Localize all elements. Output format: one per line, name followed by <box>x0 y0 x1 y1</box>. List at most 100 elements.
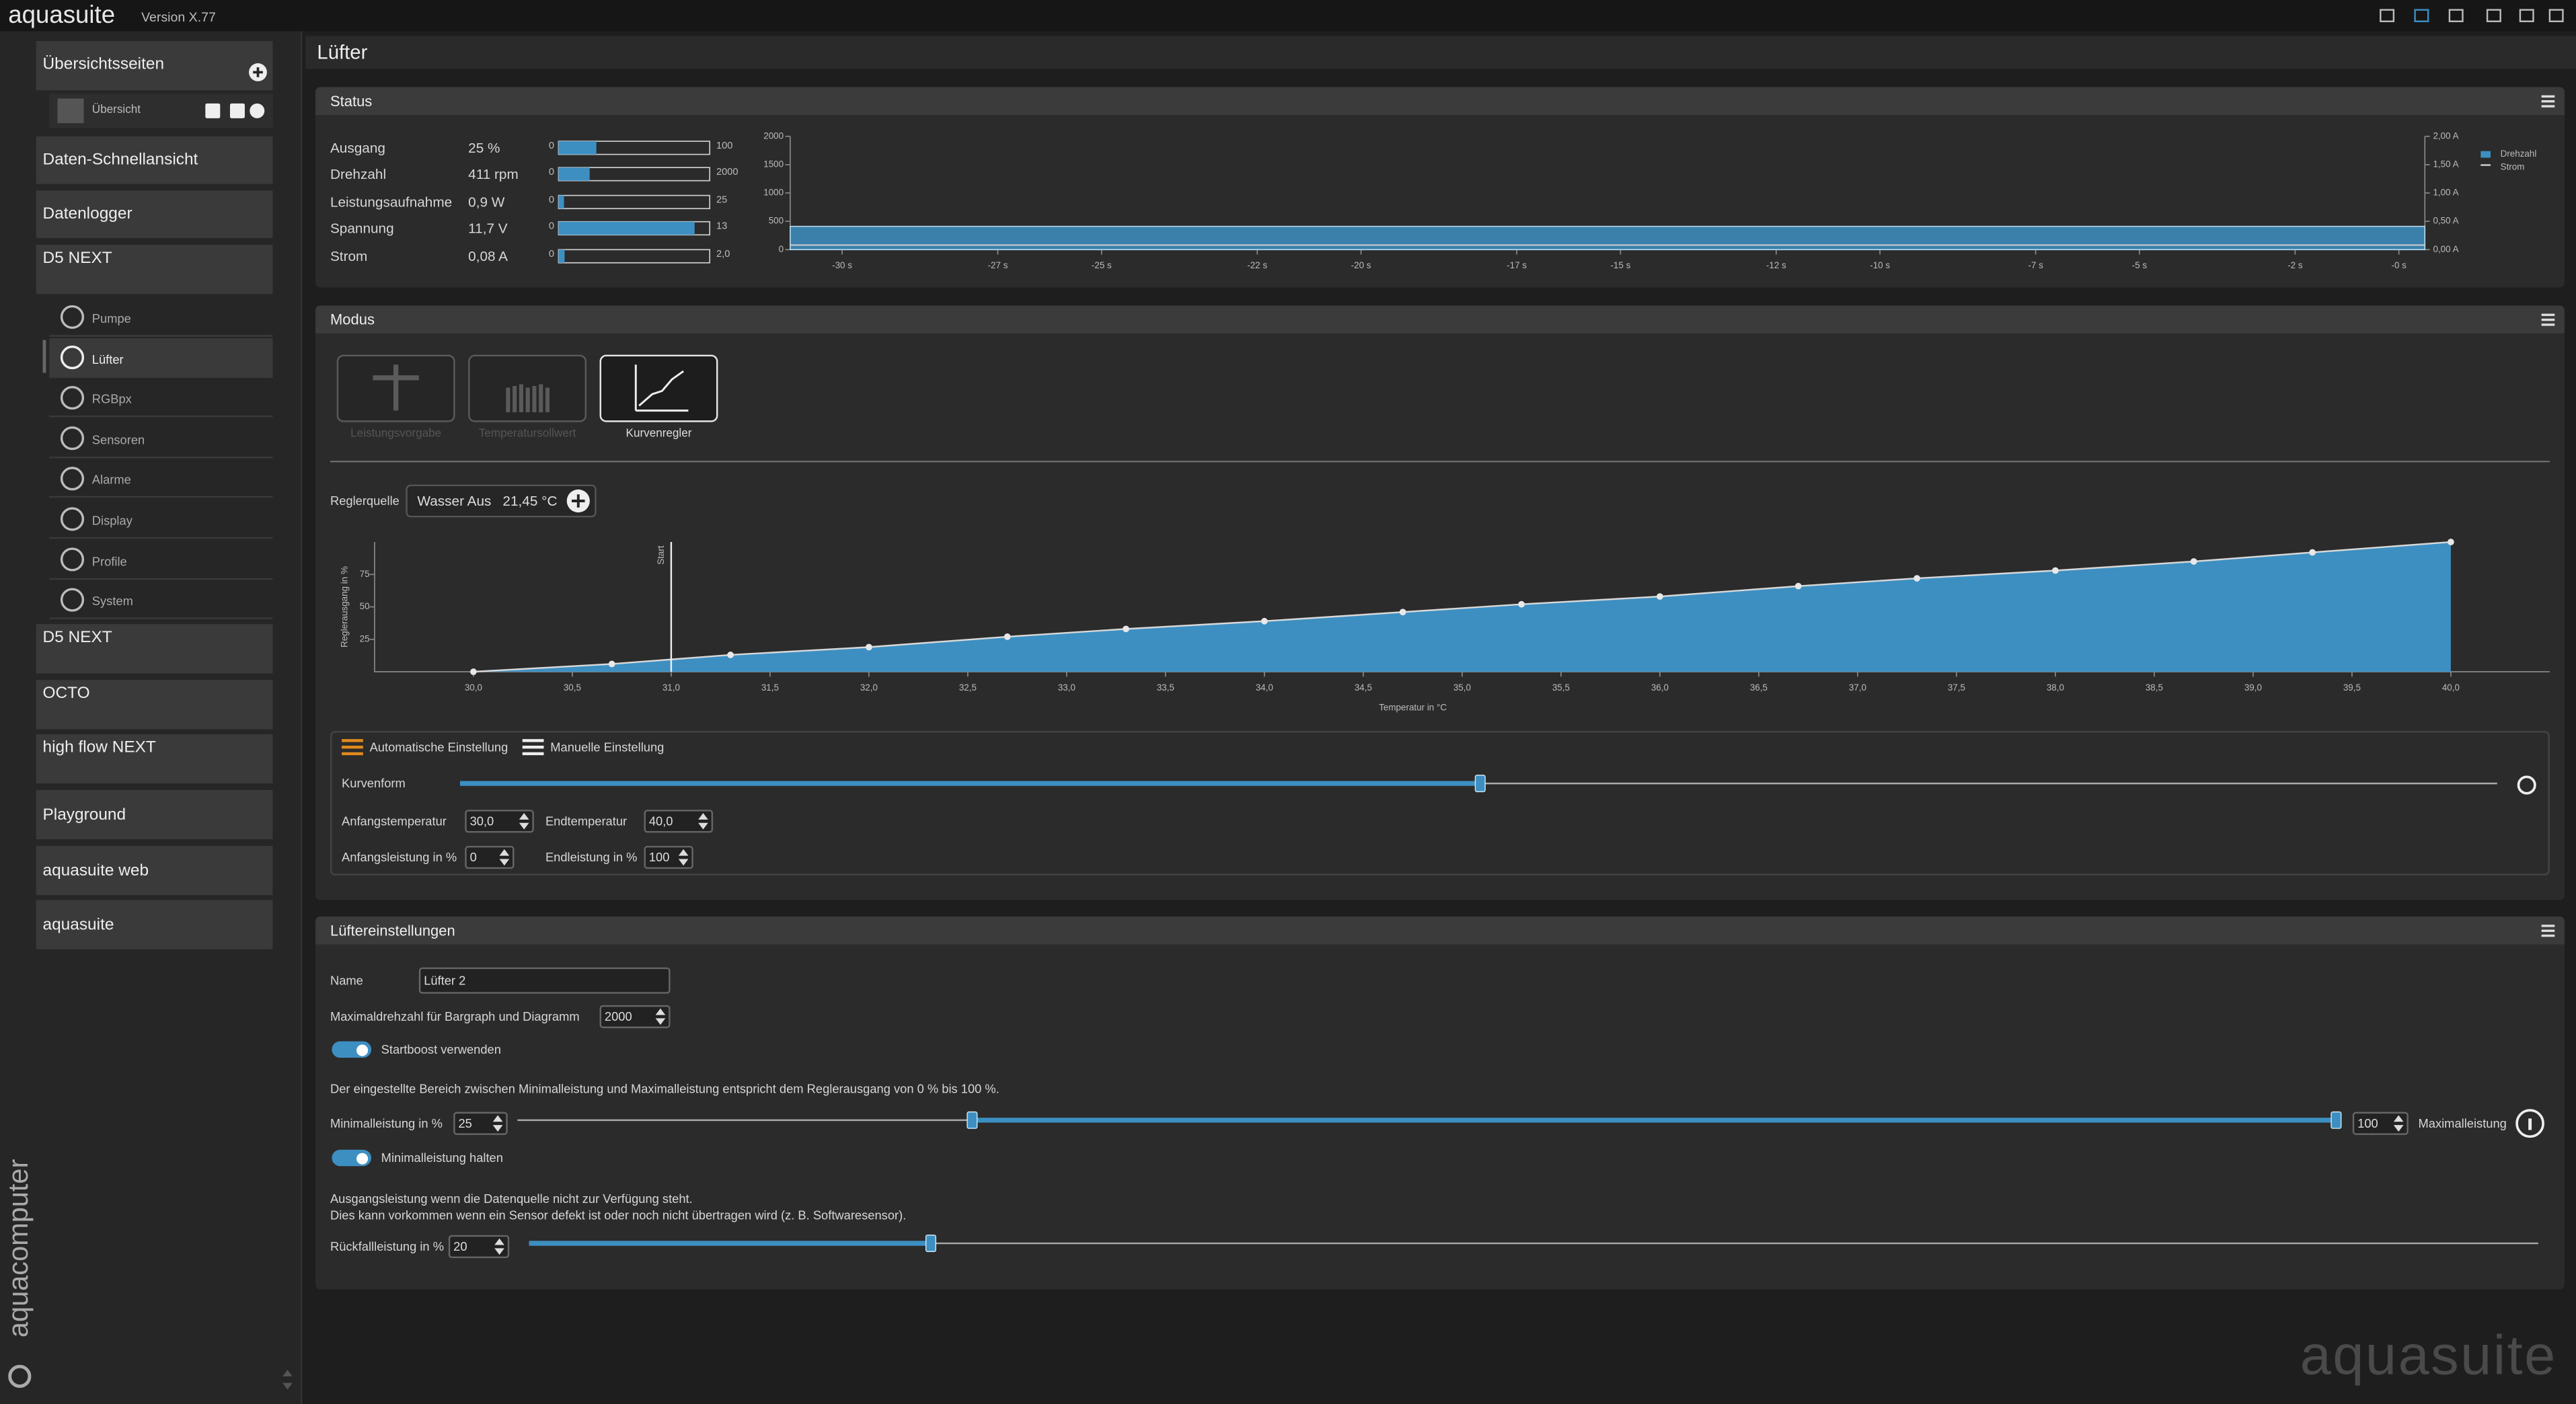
sidebar-item[interactable] <box>36 244 273 295</box>
mode-label: Leistungsvorgabe <box>350 428 442 440</box>
mode-label: Temperatursollwert <box>478 428 576 440</box>
menu-item[interactable] <box>49 500 273 539</box>
curve-shape-label: Kurvenform <box>342 776 406 791</box>
sidebar-item-label: OCTO <box>42 685 90 703</box>
menu-item-label: Pumpe <box>91 311 131 326</box>
mode-button[interactable] <box>468 354 587 422</box>
menu-item[interactable] <box>49 338 273 377</box>
toggle-knob <box>356 1044 369 1056</box>
menu-item-label: Alarme <box>91 473 131 488</box>
start-temp-value: 30,0 <box>469 814 494 829</box>
status-value: 11,7 V <box>468 220 508 237</box>
sidebar-item[interactable] <box>36 136 273 184</box>
title-bar <box>0 0 2576 32</box>
source-label: Reglerquelle <box>330 494 400 508</box>
sidebar-item[interactable] <box>36 190 273 239</box>
range-note: Der eingestellte Bereich zwischen Minima… <box>330 1081 999 1097</box>
sidebar-item-label: Daten-Schnellansicht <box>42 151 198 169</box>
sidebar-item-label: aquasuite <box>42 916 114 935</box>
brand-vertical: aquacomputer <box>3 1159 34 1338</box>
status-label: Spannung <box>330 220 394 237</box>
settings-box <box>330 730 2550 875</box>
sidebar-subitem[interactable] <box>49 93 273 128</box>
status-value: 0,9 W <box>468 193 505 210</box>
mode-button[interactable] <box>599 354 718 422</box>
menu-item[interactable] <box>49 459 273 499</box>
sidebar-item[interactable] <box>36 624 273 674</box>
source-selector[interactable] <box>406 484 597 518</box>
min-power-label: Minimalleistung in % <box>330 1116 443 1131</box>
panel-title: Modus <box>330 311 375 328</box>
fallback-note: Ausgangsleistung wenn die Datenquelle ni… <box>330 1192 693 1207</box>
menu-item-label: Profile <box>91 553 127 569</box>
sidebar-item-label: D5 NEXT <box>42 249 112 268</box>
min-power-value: 25 <box>458 1116 472 1131</box>
bar-min: 0 <box>548 222 554 233</box>
sidebar-item-label: high flow NEXT <box>42 739 156 758</box>
menu-item-label: Lüfter <box>91 351 124 366</box>
startboost-label: Startboost verwenden <box>381 1042 501 1057</box>
panel <box>315 87 2565 288</box>
source-value: 21,45 °C <box>502 492 558 509</box>
end-temp-label: Endtemperatur <box>545 814 628 829</box>
bar-max: 2,0 <box>716 250 730 260</box>
menu-item[interactable] <box>49 540 273 580</box>
end-temp-value: 40,0 <box>648 814 673 829</box>
status-value: 0,08 A <box>468 247 508 265</box>
menu-item[interactable] <box>49 418 273 458</box>
panel-title: Lüftereinstellungen <box>330 922 455 939</box>
status-label: Ausgang <box>330 139 385 156</box>
max-power-value: 100 <box>2357 1116 2378 1131</box>
panel-title: Status <box>330 93 373 110</box>
bar-max: 100 <box>716 142 733 152</box>
sidebar-item[interactable] <box>36 680 273 730</box>
name-input[interactable] <box>418 967 671 994</box>
page-header <box>305 36 2576 69</box>
start-power-value: 0 <box>469 850 477 865</box>
status-label: Strom <box>330 247 368 265</box>
panel-header <box>315 305 2565 334</box>
fallback-note: Dies kann vorkommen wenn ein Sensor defe… <box>330 1208 907 1223</box>
panel <box>315 916 2565 1290</box>
status-label: Drehzahl <box>330 165 387 182</box>
menu-item-label: Display <box>91 513 132 529</box>
max-speed-value: 2000 <box>604 1009 632 1024</box>
name-value: Lüfter 2 <box>424 973 466 988</box>
panel-header <box>315 87 2565 115</box>
source-name: Wasser Aus <box>417 492 492 509</box>
end-power-value: 100 <box>648 850 670 865</box>
menu-item[interactable] <box>49 580 273 620</box>
page-title: Lüfter <box>317 40 368 64</box>
status-value: 411 rpm <box>468 165 519 182</box>
manual-label[interactable]: Manuelle Einstellung <box>550 740 665 755</box>
bar-max: 13 <box>716 222 728 233</box>
mode-label: Kurvenregler <box>626 428 692 440</box>
menu-item[interactable] <box>49 378 273 418</box>
sidebar-item[interactable] <box>36 789 273 840</box>
start-temp-label: Anfangstemperatur <box>342 814 447 829</box>
toggle-knob <box>356 1152 369 1164</box>
fallback-value: 20 <box>453 1239 467 1254</box>
end-power-label: Endleistung in % <box>545 850 638 865</box>
sidebar-header: Übersichtsseiten <box>42 56 165 74</box>
status-label: Leistungsaufnahme <box>330 193 453 210</box>
bar-min: 0 <box>548 168 554 178</box>
max-speed-label: Maximaldrehzahl für Bargraph und Diagram… <box>330 1009 580 1024</box>
menu-item-label: RGBpx <box>91 392 132 407</box>
sidebar-item-label: Datenlogger <box>42 205 132 224</box>
mode-button[interactable] <box>336 354 455 422</box>
sidebar-item[interactable] <box>36 734 273 784</box>
hold-min-label: Minimalleistung halten <box>381 1150 503 1166</box>
auto-label[interactable]: Automatische Einstellung <box>369 740 508 755</box>
sidebar-item[interactable] <box>36 845 273 896</box>
fallback-label: Rückfallleistung in % <box>330 1239 444 1254</box>
menu-item[interactable] <box>49 297 273 337</box>
bar-max: 25 <box>716 196 728 206</box>
sidebar-item-label: Playground <box>42 806 126 825</box>
start-power-label: Anfangsleistung in % <box>342 850 457 865</box>
sidebar-item[interactable] <box>36 41 273 91</box>
status-value: 25 % <box>468 139 500 156</box>
app-version: Version X.77 <box>141 10 216 26</box>
sidebar-item[interactable] <box>36 900 273 949</box>
